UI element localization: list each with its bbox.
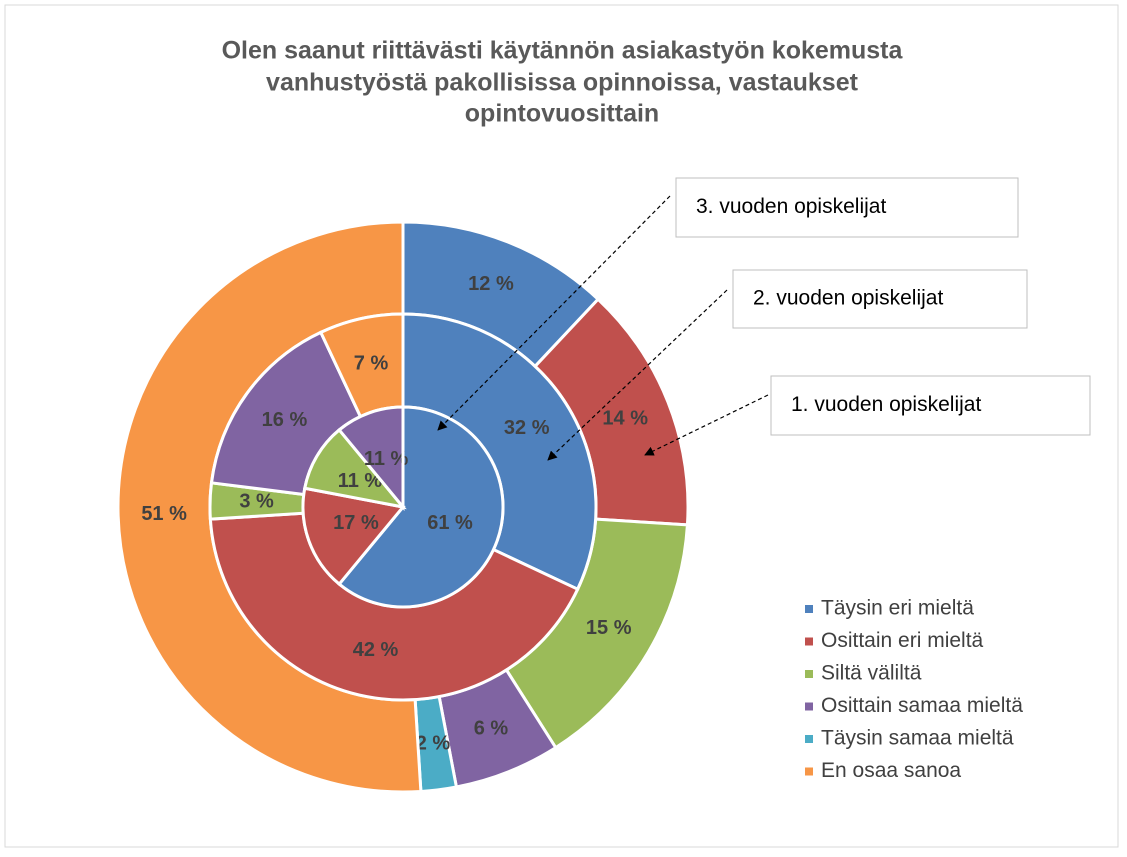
legend-swatch bbox=[805, 605, 813, 613]
data-label: 11 % bbox=[338, 470, 383, 492]
legend-swatch bbox=[805, 637, 813, 646]
callout-label: 2. vuoden opiskelijat bbox=[753, 287, 943, 310]
callout-arrow bbox=[547, 289, 728, 461]
callout-arrow bbox=[437, 195, 671, 431]
legend-label: Osittain eri mieltä bbox=[821, 629, 984, 652]
callout-box bbox=[732, 269, 1028, 329]
chart-title: vanhustyöstä pakollisissa opinnoissa, va… bbox=[266, 69, 859, 97]
legend-label: Täysin samaa mieltä bbox=[821, 727, 1014, 750]
data-label: 3 % bbox=[239, 491, 274, 513]
data-label: 11 % bbox=[364, 448, 409, 470]
data-label: 7 % bbox=[354, 352, 389, 374]
legend-swatch bbox=[805, 670, 813, 678]
legend-swatch bbox=[805, 735, 813, 743]
data-label: 16 % bbox=[262, 409, 308, 431]
callout-box bbox=[770, 375, 1091, 436]
callout-box bbox=[675, 177, 1019, 238]
legend-swatch bbox=[805, 767, 813, 776]
data-label: 61 % bbox=[427, 512, 473, 534]
data-label: 51 % bbox=[141, 503, 187, 525]
callout-arrow bbox=[644, 394, 769, 456]
data-label: 14 % bbox=[602, 407, 648, 429]
callout-label: 3. vuoden opiskelijat bbox=[696, 195, 886, 218]
legend-label: En osaa sanoa bbox=[821, 759, 961, 782]
donut-slice bbox=[301, 486, 406, 587]
chart-title: Olen saanut riittävästi käytännön asiaka… bbox=[222, 37, 904, 65]
data-label: 12 % bbox=[468, 273, 514, 295]
callout-label: 1. vuoden opiskelijat bbox=[791, 393, 981, 416]
data-label: 6 % bbox=[474, 717, 509, 739]
data-label: 15 % bbox=[586, 617, 632, 639]
data-label: 17 % bbox=[333, 512, 379, 534]
legend-label: Täysin eri mieltä bbox=[821, 597, 974, 620]
chart-title: opintovuosittain bbox=[465, 100, 659, 128]
data-label: 2 % bbox=[416, 732, 451, 754]
legend-label: Osittain samaa mieltä bbox=[821, 694, 1023, 717]
legend-label: Siltä väliltä bbox=[821, 662, 922, 685]
donut-slice bbox=[337, 405, 505, 609]
legend-swatch bbox=[805, 702, 813, 711]
data-label: 32 % bbox=[504, 417, 550, 439]
data-label: 42 % bbox=[353, 639, 399, 661]
